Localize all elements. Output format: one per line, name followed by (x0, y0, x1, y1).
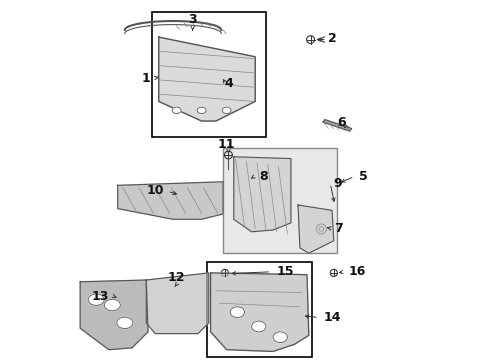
Ellipse shape (117, 317, 133, 329)
Text: 16: 16 (347, 265, 365, 278)
Ellipse shape (230, 307, 244, 318)
Polygon shape (146, 273, 208, 334)
Text: 2: 2 (328, 32, 337, 45)
Ellipse shape (222, 107, 231, 113)
Ellipse shape (88, 294, 104, 305)
Polygon shape (118, 182, 223, 219)
Text: 3: 3 (188, 13, 197, 26)
Text: 5: 5 (358, 170, 367, 183)
Polygon shape (159, 37, 255, 121)
Polygon shape (233, 157, 290, 232)
Text: 12: 12 (167, 271, 185, 284)
Text: 11: 11 (218, 139, 235, 152)
Polygon shape (298, 205, 333, 253)
FancyBboxPatch shape (151, 12, 265, 137)
Text: 13: 13 (91, 289, 108, 303)
Text: 7: 7 (333, 222, 342, 235)
Ellipse shape (251, 321, 265, 332)
Text: 6: 6 (337, 116, 346, 129)
Ellipse shape (272, 332, 287, 342)
Polygon shape (80, 280, 148, 350)
Polygon shape (323, 120, 351, 131)
FancyBboxPatch shape (223, 148, 337, 253)
Text: 8: 8 (258, 170, 267, 183)
Text: 14: 14 (323, 311, 340, 324)
Text: 9: 9 (333, 177, 342, 190)
Text: 15: 15 (276, 265, 294, 278)
Ellipse shape (197, 107, 205, 113)
FancyBboxPatch shape (206, 262, 312, 357)
Ellipse shape (104, 299, 120, 311)
Ellipse shape (172, 107, 181, 113)
Text: 1: 1 (141, 72, 149, 85)
Polygon shape (210, 273, 308, 351)
Text: 4: 4 (224, 77, 233, 90)
Text: 10: 10 (146, 184, 164, 197)
